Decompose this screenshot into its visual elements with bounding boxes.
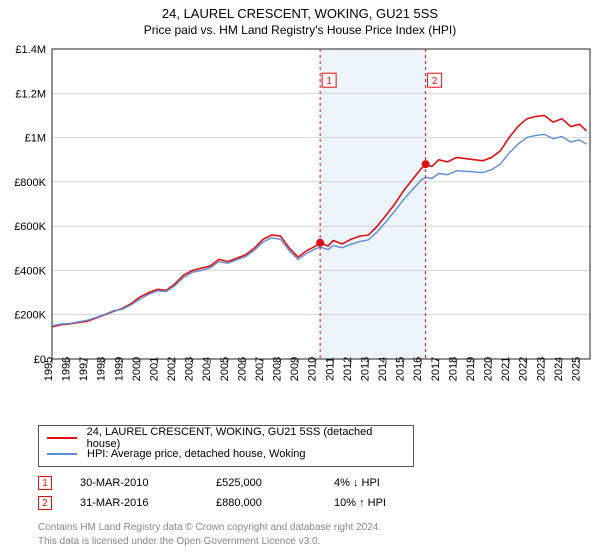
event-pct: 4% ↓ HPI [334, 477, 434, 489]
event-date: 31-MAR-2016 [80, 497, 188, 509]
series-price_paid [52, 115, 587, 327]
svg-text:1996: 1996 [61, 357, 73, 381]
svg-text:2: 2 [432, 76, 438, 87]
svg-text:2011: 2011 [324, 357, 336, 381]
event-marker: 1 [38, 476, 52, 490]
event-price: £880,000 [216, 497, 306, 509]
svg-text:£1.2M: £1.2M [15, 88, 46, 100]
footer-attribution: Contains HM Land Registry data © Crown c… [38, 521, 600, 548]
svg-text:1: 1 [326, 76, 332, 87]
svg-text:2008: 2008 [272, 357, 284, 381]
legend-label: 24, LAUREL CRESCENT, WOKING, GU21 5SS (d… [87, 426, 405, 450]
event-date: 30-MAR-2010 [80, 477, 188, 489]
title-block: 24, LAUREL CRESCENT, WOKING, GU21 5SS Pr… [0, 0, 600, 39]
legend-swatch [47, 453, 77, 455]
svg-text:2006: 2006 [236, 357, 248, 381]
event-pct: 10% ↑ HPI [334, 497, 434, 509]
svg-text:2020: 2020 [483, 357, 495, 381]
svg-text:2005: 2005 [219, 357, 231, 381]
svg-text:2025: 2025 [570, 357, 582, 381]
svg-text:1995: 1995 [43, 357, 55, 381]
svg-text:2003: 2003 [184, 357, 196, 381]
chart-title: 24, LAUREL CRESCENT, WOKING, GU21 5SS [0, 6, 600, 21]
svg-text:2009: 2009 [289, 357, 301, 381]
event-price: £525,000 [216, 477, 306, 489]
legend: 24, LAUREL CRESCENT, WOKING, GU21 5SS (d… [38, 425, 414, 467]
footer-line-1: Contains HM Land Registry data © Crown c… [38, 521, 600, 535]
svg-text:2019: 2019 [465, 357, 477, 381]
svg-text:2007: 2007 [254, 357, 266, 381]
chart-subtitle: Price paid vs. HM Land Registry's House … [0, 23, 600, 37]
svg-text:£1.4M: £1.4M [15, 44, 46, 56]
svg-text:£200K: £200K [14, 310, 46, 322]
footer-line-2: This data is licensed under the Open Gov… [38, 535, 600, 549]
svg-text:2010: 2010 [307, 357, 319, 381]
svg-text:2013: 2013 [359, 357, 371, 381]
svg-text:2015: 2015 [395, 357, 407, 381]
svg-text:1997: 1997 [78, 357, 90, 381]
svg-text:£800K: £800K [14, 177, 46, 189]
svg-text:2001: 2001 [148, 357, 160, 381]
svg-text:£400K: £400K [14, 265, 46, 277]
svg-text:2022: 2022 [518, 357, 530, 381]
svg-text:2000: 2000 [131, 357, 143, 381]
series-hpi [52, 134, 587, 325]
svg-text:1998: 1998 [96, 357, 108, 381]
event-marker: 2 [38, 496, 52, 510]
svg-text:2016: 2016 [412, 357, 424, 381]
svg-text:2024: 2024 [553, 357, 565, 381]
svg-text:2023: 2023 [535, 357, 547, 381]
event-table: 1 30-MAR-2010 £525,000 4% ↓ HPI 2 31-MAR-2016… [38, 473, 600, 513]
legend-swatch [47, 437, 77, 439]
page-root: 24, LAUREL CRESCENT, WOKING, GU21 5SS Pr… [0, 0, 600, 548]
svg-text:2018: 2018 [447, 357, 459, 381]
legend-label: HPI: Average price, detached house, Woki… [87, 448, 306, 460]
legend-row: 24, LAUREL CRESCENT, WOKING, GU21 5SS (d… [47, 430, 405, 446]
event-row: 2 31-MAR-2016 £880,000 10% ↑ HPI [38, 493, 600, 513]
chart-svg: £0£200K£400K£600K£800K£1M£1.2M£1.4M19951… [0, 39, 600, 419]
svg-text:2002: 2002 [166, 357, 178, 381]
svg-text:2004: 2004 [201, 357, 213, 381]
svg-text:£1M: £1M [25, 133, 46, 145]
svg-text:£600K: £600K [14, 221, 46, 233]
chart-area: £0£200K£400K£600K£800K£1M£1.2M£1.4M19951… [0, 39, 600, 419]
svg-text:2017: 2017 [430, 357, 442, 381]
svg-text:2021: 2021 [500, 357, 512, 381]
svg-text:2012: 2012 [342, 357, 354, 381]
event-row: 1 30-MAR-2010 £525,000 4% ↓ HPI [38, 473, 600, 493]
svg-text:1999: 1999 [113, 357, 125, 381]
svg-text:2014: 2014 [377, 357, 389, 381]
